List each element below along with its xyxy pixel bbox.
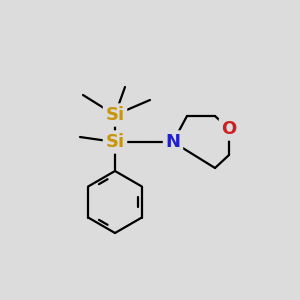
- Text: O: O: [221, 120, 237, 138]
- Text: Si: Si: [105, 106, 124, 124]
- Text: Si: Si: [105, 133, 124, 151]
- Text: N: N: [166, 133, 181, 151]
